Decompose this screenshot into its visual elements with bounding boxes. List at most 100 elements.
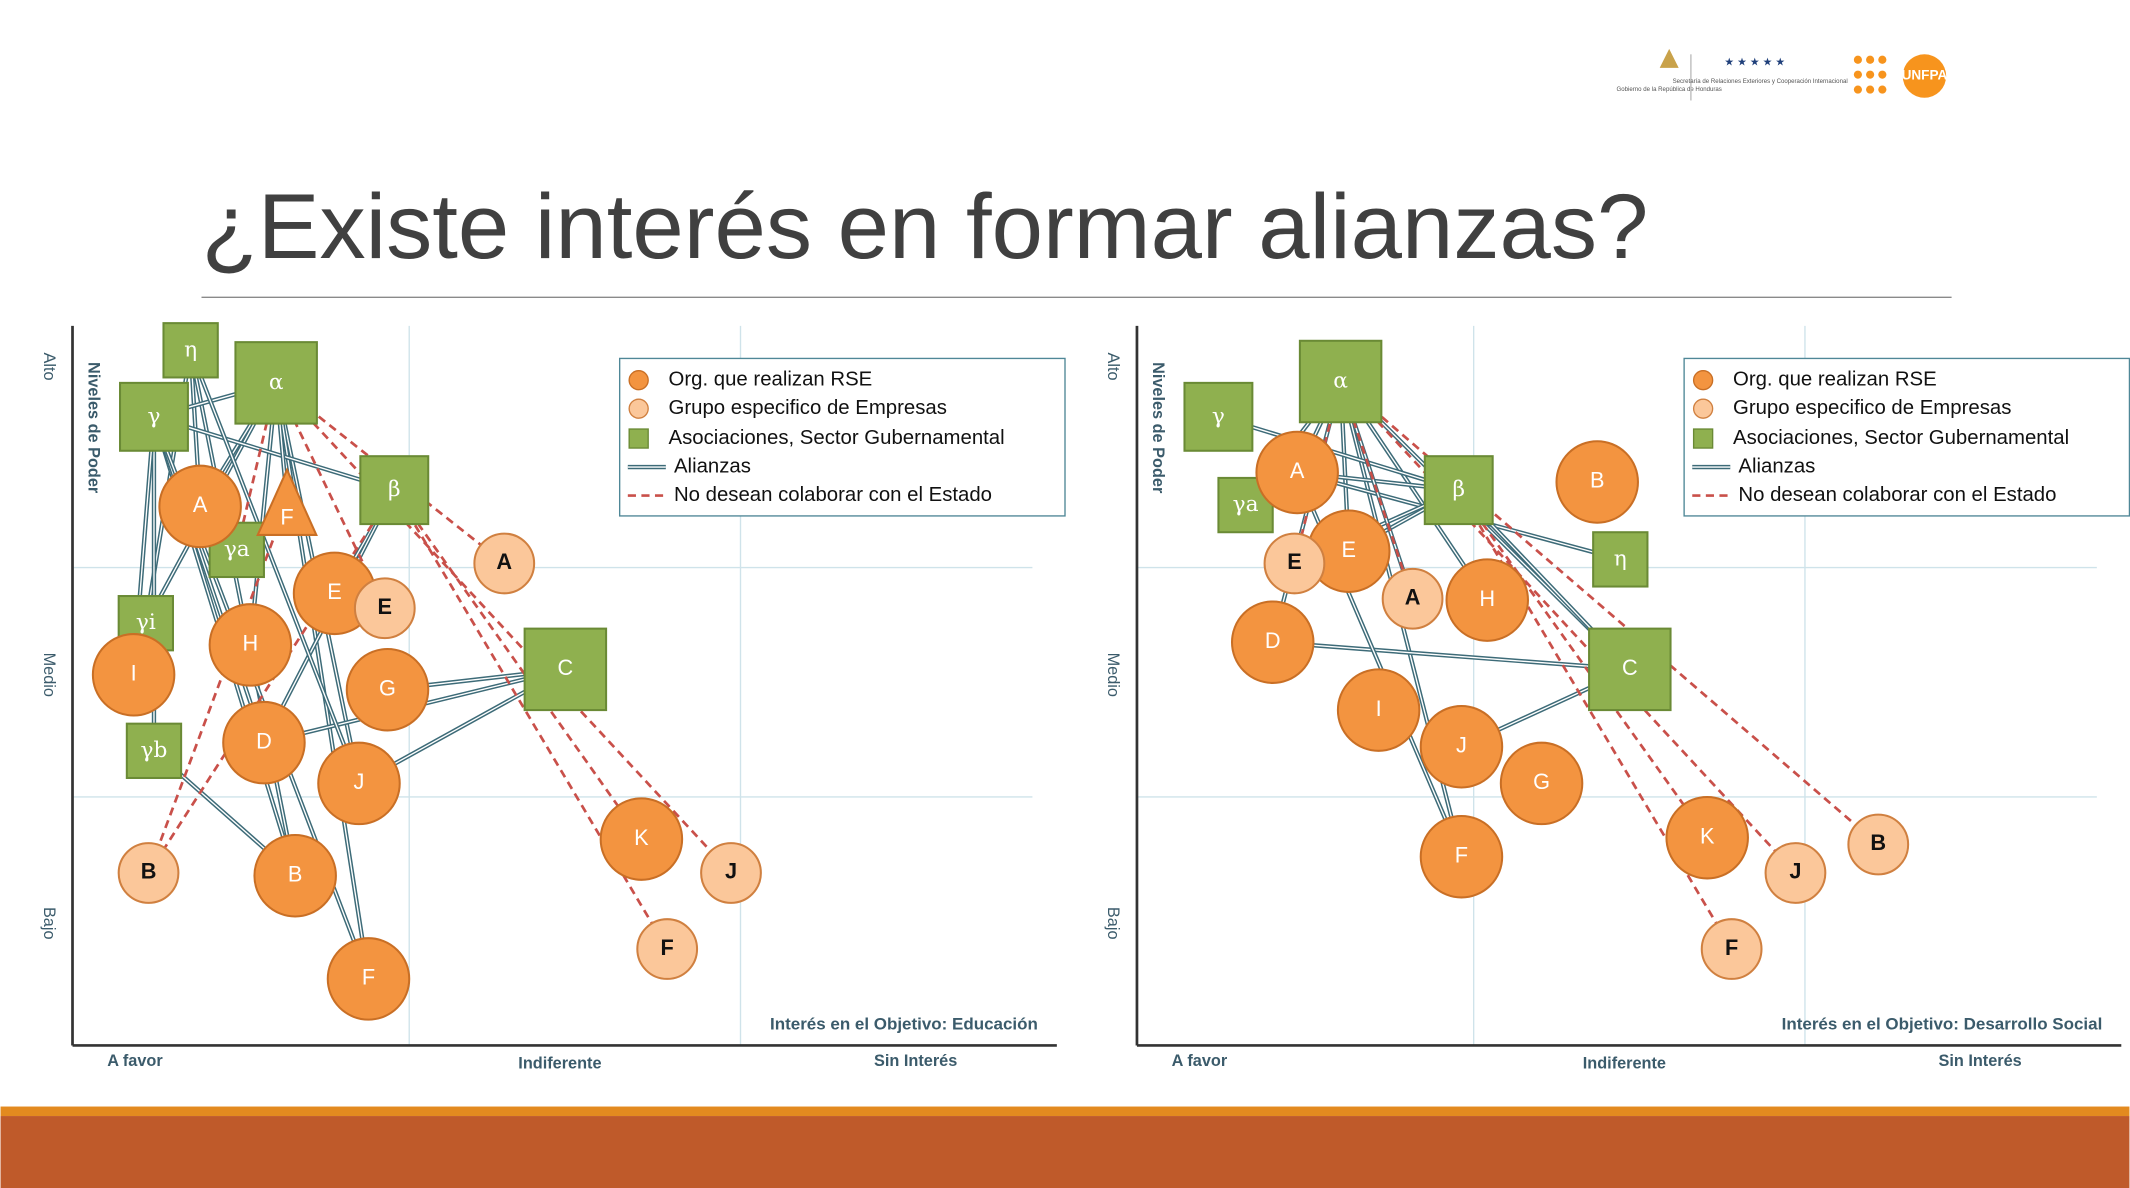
node: J: [700, 842, 762, 904]
alliance-line-inner: [153, 416, 265, 743]
node-label: γa: [1233, 492, 1259, 517]
no-collab-line: [393, 489, 669, 950]
node-square: [1423, 455, 1494, 526]
node-circle: [1255, 430, 1339, 515]
no-collab-line: [393, 489, 643, 840]
node-label: J: [1789, 859, 1801, 884]
node: α: [234, 341, 318, 425]
x-level-label: A favor: [107, 1052, 163, 1070]
legend-swatch: [1692, 369, 1714, 391]
node-label: E: [1287, 549, 1302, 574]
node-circle: [1445, 558, 1529, 642]
node: γa: [208, 521, 265, 579]
node-circle: [700, 842, 762, 904]
node-label: β: [388, 477, 401, 502]
alliance-line-inner: [189, 350, 360, 784]
legend-label: Asociaciones, Sector Gubernamental: [1733, 427, 2069, 449]
node: K: [1665, 795, 1749, 880]
node-triangle: [256, 467, 318, 536]
node: γ: [1183, 381, 1254, 452]
node: γ: [119, 381, 189, 452]
node-square: [208, 521, 265, 579]
alliance-line-inner: [1272, 641, 1630, 671]
node-label: D: [1265, 628, 1281, 653]
node: F: [636, 918, 699, 980]
node-label: G: [379, 675, 396, 700]
node-circle: [345, 647, 430, 732]
x-level-label: Sin Interés: [1938, 1052, 2021, 1070]
node: B: [1555, 440, 1639, 524]
node-circle: [599, 797, 684, 881]
node-label: H: [1479, 586, 1495, 611]
node-label: C: [558, 655, 574, 680]
node: α: [1298, 339, 1383, 424]
no-collab-line: [275, 381, 732, 874]
legend-swatch: [1692, 428, 1714, 449]
node: A: [473, 532, 536, 595]
y-level-label: Medio: [40, 653, 58, 697]
node-label: η: [184, 337, 197, 362]
node-label: G: [1533, 769, 1550, 794]
objective-label: Interés en el Objetivo: Educación: [770, 1015, 1038, 1034]
y-axis-title: Niveles de Poder: [1149, 362, 1167, 494]
node-label: B: [141, 859, 157, 884]
node-label: J: [1456, 732, 1467, 757]
logos: Gobierno de la República de Honduras ★ ★…: [1617, 48, 1948, 101]
node-label: J: [354, 769, 365, 794]
node: B: [117, 842, 180, 904]
node-square: [359, 455, 430, 526]
node-circle: [158, 464, 242, 549]
logo-unfpa: [1902, 54, 1947, 98]
node: J: [1764, 842, 1827, 904]
node-circle: [1555, 440, 1639, 524]
node-label: A: [496, 549, 512, 574]
y-level-label: Alto: [1104, 353, 1122, 381]
y-level-label: Bajo: [40, 907, 58, 940]
logo-text: UNFPA: [1902, 68, 1948, 83]
y-axis-title: Niveles de Poder: [85, 362, 103, 494]
node-circle: [1230, 600, 1315, 684]
node-circle: [1499, 741, 1584, 826]
legend-swatch: [628, 398, 649, 419]
node-circle: [317, 741, 401, 826]
alliance-line-inner: [249, 382, 277, 645]
node: I: [91, 633, 176, 717]
node-label: I: [131, 661, 137, 686]
logo-emblem: [1659, 48, 1679, 68]
node-label: α: [269, 370, 284, 395]
node-label: γ: [147, 404, 160, 429]
logo-dots: [1853, 55, 1887, 94]
legend-box: [1683, 357, 2130, 517]
legend-label: Alianzas: [674, 455, 751, 477]
node: F: [1700, 918, 1763, 980]
node-circle: [1381, 567, 1444, 630]
legend-label: Grupo especifico de Empresas: [1733, 397, 2011, 419]
node-square: [1588, 627, 1672, 712]
node-circle: [1700, 918, 1763, 980]
legend-label: No desean colaborar con el Estado: [674, 484, 992, 506]
node-circle: [1419, 704, 1504, 789]
no-collab-line: [147, 501, 289, 874]
node-label: B: [1870, 830, 1886, 855]
node-circle: [1263, 532, 1326, 595]
node: A: [1255, 430, 1339, 515]
node-square: [523, 627, 608, 712]
y-level-label: Bajo: [1104, 907, 1122, 940]
node-circle: [326, 937, 411, 1021]
node-square: [1592, 531, 1649, 588]
node-label: B: [1590, 468, 1605, 493]
node-label: F: [362, 965, 375, 990]
node-label: E: [1342, 537, 1356, 562]
node: G: [1499, 741, 1584, 826]
x-level-label: Indiferente: [1583, 1055, 1666, 1073]
node-circle: [636, 918, 699, 980]
node-label: F: [661, 935, 674, 960]
node: D: [222, 700, 306, 785]
node: A: [158, 464, 242, 549]
x-level-label: Sin Interés: [874, 1052, 957, 1070]
legend-box: [618, 357, 1066, 517]
node: H: [1445, 558, 1529, 642]
legend-label: Org. que realizan RSE: [1733, 369, 1937, 391]
no-collab-line: [1339, 380, 1880, 846]
